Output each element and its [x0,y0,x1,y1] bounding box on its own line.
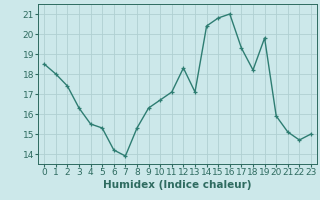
X-axis label: Humidex (Indice chaleur): Humidex (Indice chaleur) [103,180,252,190]
